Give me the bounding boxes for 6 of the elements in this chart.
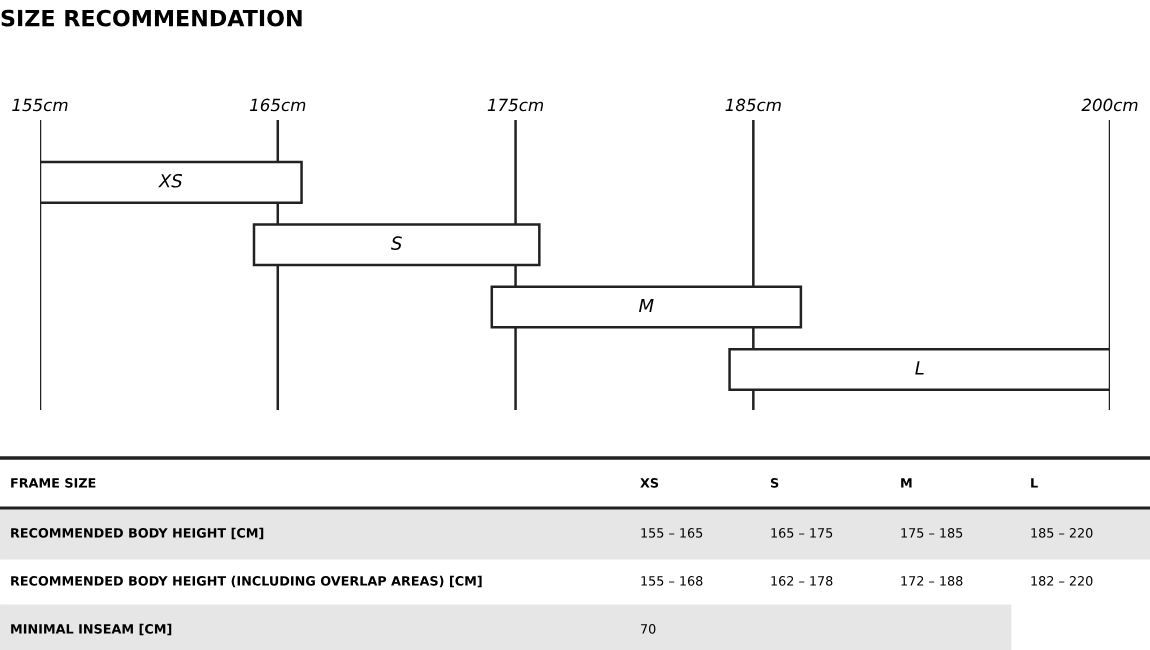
x-tick-label: 185cm: [725, 98, 781, 112]
x-tick-label: 155cm: [12, 98, 68, 112]
x-tick-label: 175cm: [487, 98, 544, 112]
x-tick-label: 165cm: [249, 98, 306, 112]
chart-title: SIZE RECOMMENDATION: [1, 9, 302, 27]
x-tick-label: 200cm: [1081, 98, 1138, 112]
